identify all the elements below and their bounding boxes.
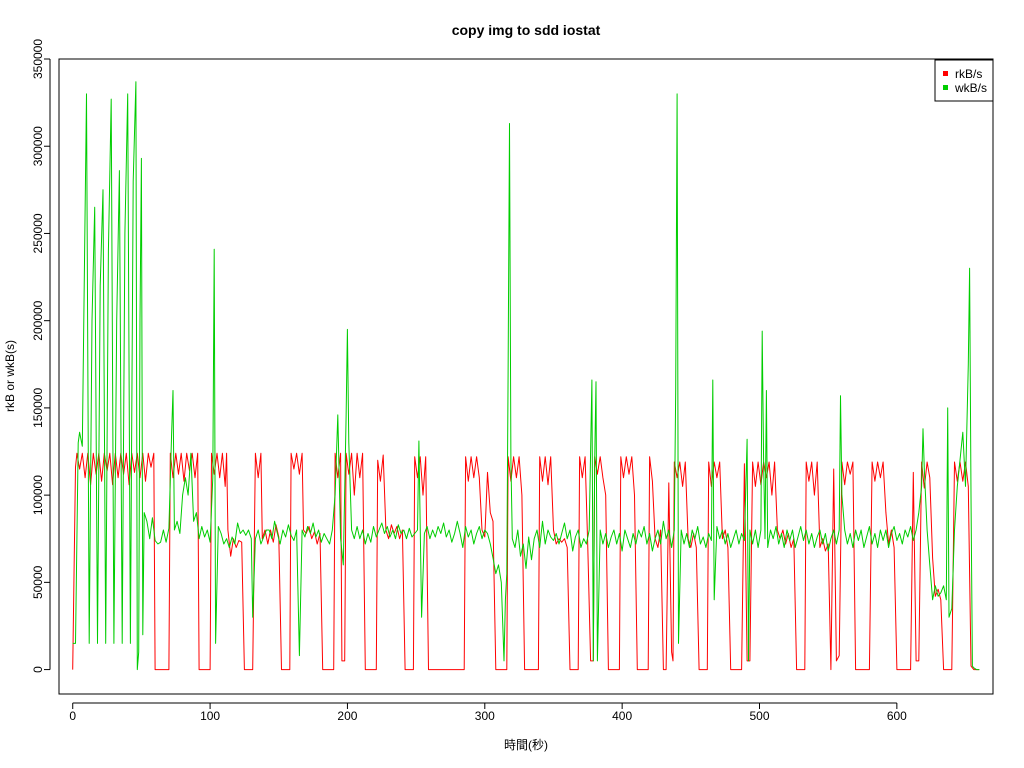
x-tick-label: 600	[887, 709, 907, 723]
x-tick-label: 100	[200, 709, 220, 723]
x-axis: 0 100 200 300 400 500 600	[69, 702, 907, 723]
series-line-wkb	[72, 81, 980, 671]
plot-area	[58, 58, 994, 695]
series-line-rkb	[72, 452, 980, 671]
y-axis-label: rkB or wkB(s)	[3, 340, 17, 412]
x-axis-label: 時間(秒)	[504, 738, 548, 752]
x-tick-label: 0	[69, 709, 76, 723]
y-tick-label: 100000	[31, 475, 45, 515]
y-tick-label: 250000	[31, 213, 45, 253]
y-axis: 0 50000 100000 150000 200000 250000 300000 3500…	[31, 39, 51, 673]
x-tick-label: 200	[337, 709, 357, 723]
series-layer	[72, 81, 980, 671]
legend-box	[934, 59, 994, 102]
legend-label-wkb: wkB/s	[954, 81, 987, 95]
y-tick-label: 150000	[31, 388, 45, 428]
legend-label-rkb: rkB/s	[955, 67, 982, 81]
y-tick-label: 50000	[31, 565, 45, 599]
y-tick-label: 300000	[31, 126, 45, 166]
y-tick-label: 350000	[31, 39, 45, 79]
chart-title: copy img to sdd iostat	[452, 22, 601, 38]
x-tick-label: 300	[475, 709, 495, 723]
x-tick-label: 400	[612, 709, 632, 723]
y-tick-label: 200000	[31, 300, 45, 340]
legend-swatch-rkb	[943, 71, 948, 76]
y-tick-label: 0	[31, 666, 45, 673]
legend: rkB/s wkB/s	[934, 59, 994, 102]
legend-swatch-wkb	[943, 85, 948, 90]
x-tick-label: 500	[749, 709, 769, 723]
